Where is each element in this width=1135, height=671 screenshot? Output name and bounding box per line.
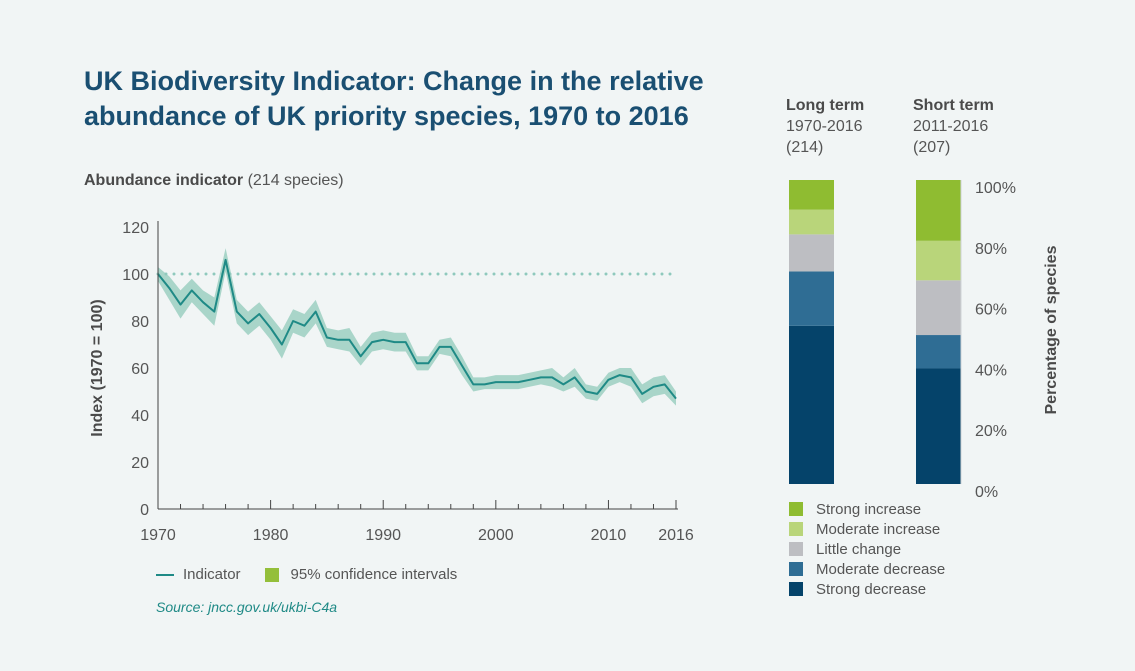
bar-segment-moderate-decrease	[916, 335, 961, 369]
bar-header-count: (207)	[913, 139, 951, 156]
bar-segment-strong-decrease	[789, 325, 834, 484]
subtitle-bold: Abundance indicator	[84, 172, 244, 189]
bar-y-tick-label: 0%	[975, 484, 998, 501]
y-tick-label: 80	[131, 314, 149, 331]
y-tick-label: 40	[131, 408, 149, 425]
bar-legend-item: Moderate increase	[789, 519, 945, 539]
legend-item-indicator: Indicator	[156, 566, 241, 583]
bar-header-period: 1970-2016	[786, 118, 863, 135]
bar-legend-swatch	[789, 562, 803, 576]
legend-swatch-ci	[264, 567, 279, 582]
bar-y-tick-label: 80%	[975, 241, 1007, 258]
x-tick-label: 1970	[140, 527, 176, 544]
bar-legend-label: Moderate decrease	[816, 560, 946, 578]
y-tick-label: 0	[140, 502, 149, 519]
legend-label-ci: 95% confidence intervals	[290, 566, 458, 583]
bar-segment-strong-increase	[789, 180, 834, 210]
y-tick-label: 100	[122, 267, 149, 284]
bar-segment-strong-increase	[916, 180, 961, 241]
bar-header-short-term: Short term 2011-2016 (207)	[913, 95, 994, 158]
bar-legend-label: Little change	[816, 540, 902, 558]
bar-y-tick-label: 60%	[975, 302, 1007, 319]
bar-header-title: Short term	[913, 97, 994, 114]
y-tick-label: 20	[131, 455, 149, 472]
bar-legend-label: Strong decrease	[816, 580, 927, 598]
confidence-band	[158, 248, 676, 406]
bar-y-tick-label: 100%	[975, 180, 1016, 197]
legend-swatch-indicator	[156, 573, 174, 576]
bar-header-count: (214)	[786, 139, 824, 156]
bar-legend-swatch	[789, 502, 803, 516]
y-axis-label: Index (1970 = 100)	[89, 299, 106, 436]
bar-y-tick-label: 40%	[975, 362, 1007, 379]
bar-segment-little-change	[789, 234, 834, 272]
x-tick-label: 1990	[365, 527, 401, 544]
bar-legend-swatch	[789, 542, 803, 556]
chart-title-line-2: abundance of UK priority species, 1970 t…	[84, 101, 689, 131]
bar-segment-moderate-increase	[789, 209, 834, 235]
bar-legend-swatch	[789, 582, 803, 596]
chart-title: UK Biodiversity Indicator: Change in the…	[84, 64, 724, 134]
bar-segment-moderate-decrease	[789, 271, 834, 326]
subtitle-rest: (214 species)	[243, 172, 344, 189]
bar-legend-item: Moderate decrease	[789, 559, 945, 579]
bar-segment-strong-decrease	[916, 368, 961, 484]
bar-segment-little-change	[916, 280, 961, 336]
x-tick-label: 2016	[658, 527, 694, 544]
line-chart-subtitle: Abundance indicator (214 species)	[84, 172, 344, 190]
bar-legend-item: Strong decrease	[789, 579, 945, 599]
source-note: Source: jncc.gov.uk/ukbi-C4a	[156, 599, 338, 615]
bar-legend-swatch	[789, 522, 803, 536]
bar-header-title: Long term	[786, 97, 865, 114]
chart-title-line-1: UK Biodiversity Indicator: Change in the…	[84, 66, 704, 96]
bar-legend-label: Moderate increase	[816, 520, 941, 538]
bar-legend-item: Little change	[789, 539, 945, 559]
y-tick-label: 120	[122, 220, 149, 237]
bar-header-period: 2011-2016	[913, 118, 989, 135]
x-tick-label: 2010	[591, 527, 627, 544]
bar-legend-label: Strong increase	[816, 500, 922, 518]
bar-header-long-term: Long term 1970-2016 (214)	[786, 95, 864, 158]
legend-label-indicator: Indicator	[183, 566, 241, 583]
line-chart-legend: Indicator 95% confidence intervals	[156, 566, 481, 583]
bar-legend-item: Strong increase	[789, 499, 945, 519]
bar-chart-legend: Strong increase Moderate increase Little c…	[789, 499, 945, 599]
x-tick-label: 1980	[253, 527, 289, 544]
y-tick-label: 60	[131, 361, 149, 378]
legend-item-ci: 95% confidence intervals	[264, 566, 458, 583]
bar-y-axis-label: Percentage of species	[1043, 245, 1060, 415]
indicator-line	[157, 258, 677, 400]
bar-segment-moderate-increase	[916, 240, 961, 281]
bar-y-tick-label: 20%	[975, 423, 1007, 440]
x-tick-label: 2000	[478, 527, 514, 544]
